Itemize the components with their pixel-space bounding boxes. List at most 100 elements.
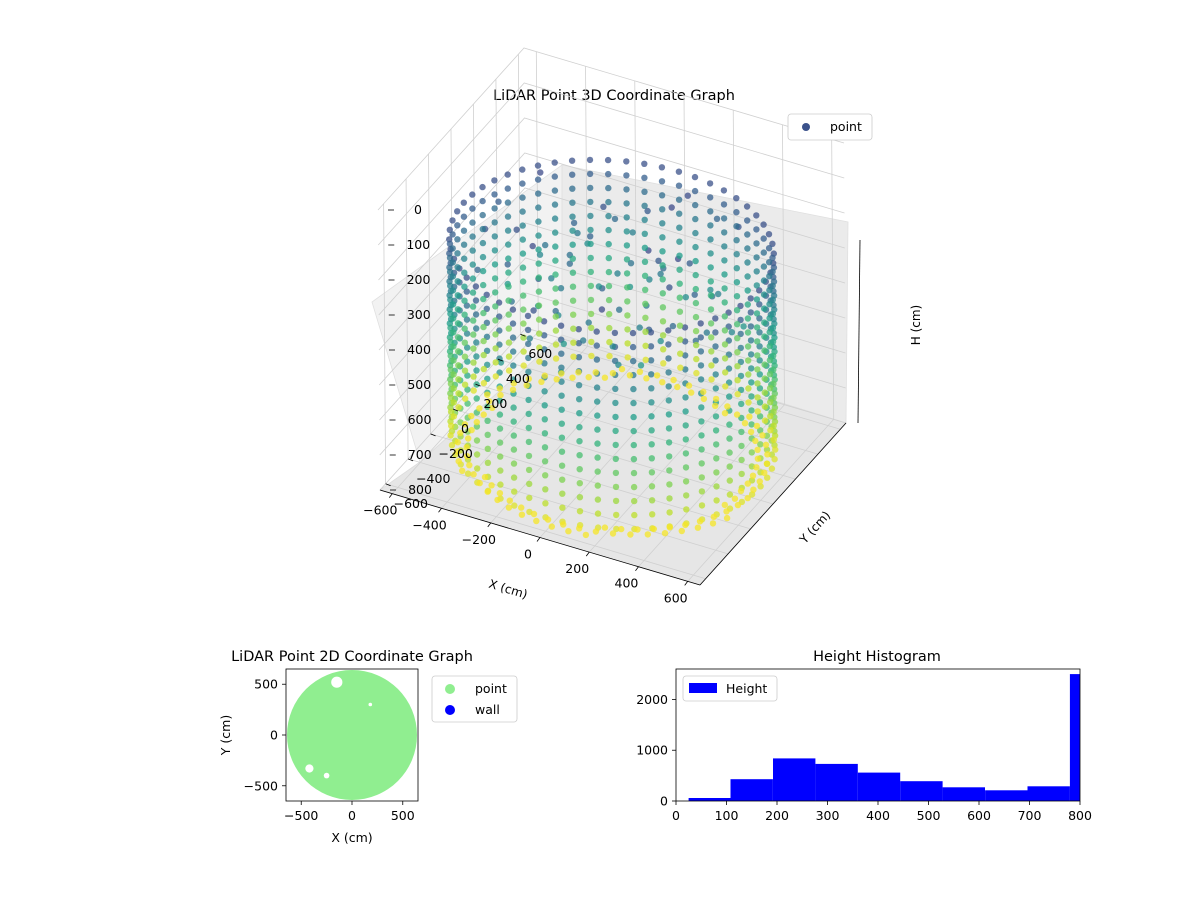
chart3d-point bbox=[682, 294, 689, 301]
chart3d-point bbox=[473, 451, 481, 458]
chart3d-point bbox=[713, 441, 720, 448]
chart3d-point bbox=[771, 456, 778, 463]
chart3d-point bbox=[713, 215, 721, 222]
chart3d-point bbox=[541, 416, 548, 423]
chart3d-point bbox=[770, 380, 777, 387]
chart3d-point bbox=[558, 370, 565, 377]
chart3d-point bbox=[566, 260, 573, 267]
chart3d-point bbox=[529, 242, 536, 250]
chart3d-xtick bbox=[438, 508, 442, 513]
chart3d-point bbox=[504, 213, 512, 220]
chart3d-point bbox=[753, 296, 761, 303]
chart3d-ztick-label: 0 bbox=[414, 202, 422, 217]
chart3d-point bbox=[535, 274, 542, 281]
chart3d-point bbox=[708, 362, 715, 369]
chart3d-point bbox=[551, 173, 558, 180]
chart3d-ztick-label: 300 bbox=[407, 307, 431, 322]
chart3d-point bbox=[769, 296, 776, 303]
chart3d-point bbox=[658, 164, 666, 171]
chart3d-point bbox=[763, 446, 771, 453]
chart3d-point bbox=[707, 278, 714, 285]
chart3d-point bbox=[553, 376, 560, 383]
chart3d-point bbox=[492, 359, 499, 366]
chart2d-ticks: −500 0 500 −500 0 500 bbox=[244, 677, 415, 823]
chart3d-point bbox=[492, 345, 499, 352]
chart3d-point bbox=[593, 328, 600, 335]
chart3d-point bbox=[542, 472, 549, 479]
chart2d-gap bbox=[331, 676, 343, 688]
chart3d-point bbox=[576, 508, 584, 515]
chart3d-xtick bbox=[635, 566, 639, 571]
chart3d-point bbox=[747, 323, 755, 330]
chart3d-point bbox=[605, 296, 613, 304]
chart3d-point bbox=[754, 408, 761, 415]
chart3d-point bbox=[455, 362, 462, 369]
chart3d-point bbox=[454, 250, 461, 257]
chart3d-point bbox=[542, 486, 549, 493]
histogram-legend-swatch bbox=[689, 683, 717, 693]
chart3d-point bbox=[623, 186, 630, 193]
chart3d-point bbox=[551, 201, 559, 208]
chart3d-point bbox=[450, 343, 457, 350]
chart3d-xtick bbox=[388, 493, 393, 498]
chart3d-point bbox=[769, 268, 776, 275]
chart3d-point bbox=[447, 282, 454, 289]
chart3d-point bbox=[510, 418, 517, 425]
chart3d-point bbox=[576, 396, 583, 403]
chart3d-point bbox=[473, 353, 480, 360]
chart3d-point bbox=[707, 250, 714, 257]
chart3d-point bbox=[766, 371, 774, 378]
chart3d-point bbox=[648, 455, 655, 462]
chart3d-point bbox=[753, 422, 761, 430]
chart3d-point bbox=[605, 212, 612, 220]
chart3d-point bbox=[506, 497, 513, 504]
histogram-xtick-label: 300 bbox=[816, 808, 840, 823]
chart3d-point bbox=[472, 297, 480, 304]
chart3d-point bbox=[612, 441, 619, 449]
chart3d-point bbox=[569, 241, 576, 248]
chart3d-point bbox=[722, 369, 729, 376]
chart2d-legend-marker-wall bbox=[445, 705, 455, 715]
chart3d-point bbox=[511, 488, 518, 495]
chart3d-point bbox=[473, 367, 480, 374]
chart3d-point bbox=[587, 212, 594, 220]
chart3d-point bbox=[675, 196, 683, 203]
chart3d-point bbox=[525, 354, 532, 362]
chart3d-point bbox=[558, 420, 565, 427]
chart3d-point bbox=[648, 483, 656, 490]
chart3d-point bbox=[666, 467, 673, 474]
chart3d-legend-label: point bbox=[830, 119, 862, 134]
chart3d-point bbox=[541, 332, 548, 339]
chart3d-point bbox=[743, 203, 751, 210]
chart3d-point bbox=[447, 408, 455, 415]
chart3d-point bbox=[750, 486, 757, 493]
chart3d-point bbox=[696, 518, 704, 525]
chart3d-point bbox=[449, 245, 456, 252]
chart3d-point bbox=[648, 385, 655, 392]
chart3d-point bbox=[726, 477, 733, 484]
chart3d-point bbox=[624, 298, 631, 305]
chart3d-point bbox=[463, 316, 471, 323]
chart3d-point bbox=[618, 365, 626, 373]
chart3d-point bbox=[492, 289, 499, 296]
chart3d-point bbox=[455, 390, 462, 397]
chart3d-point bbox=[741, 420, 749, 427]
chart3d-point bbox=[534, 176, 542, 183]
chart3d-point bbox=[712, 402, 719, 409]
chart3d-point bbox=[559, 476, 566, 483]
chart3d-point bbox=[510, 362, 517, 369]
chart3d-point bbox=[558, 434, 566, 441]
chart3d-point bbox=[676, 266, 683, 273]
chart3d-point bbox=[646, 276, 653, 283]
chart3d-point bbox=[479, 211, 486, 219]
chart3d-ytick-label: −200 bbox=[439, 446, 473, 461]
chart3d-point bbox=[697, 320, 704, 327]
chart3d-point bbox=[473, 339, 480, 346]
chart3d-point bbox=[676, 322, 684, 329]
chart2d-point-cloud bbox=[287, 670, 417, 800]
chart3d-point bbox=[463, 444, 470, 451]
chart3d-point bbox=[757, 441, 764, 448]
chart3d-point bbox=[464, 358, 471, 365]
chart3d-point bbox=[479, 183, 486, 191]
